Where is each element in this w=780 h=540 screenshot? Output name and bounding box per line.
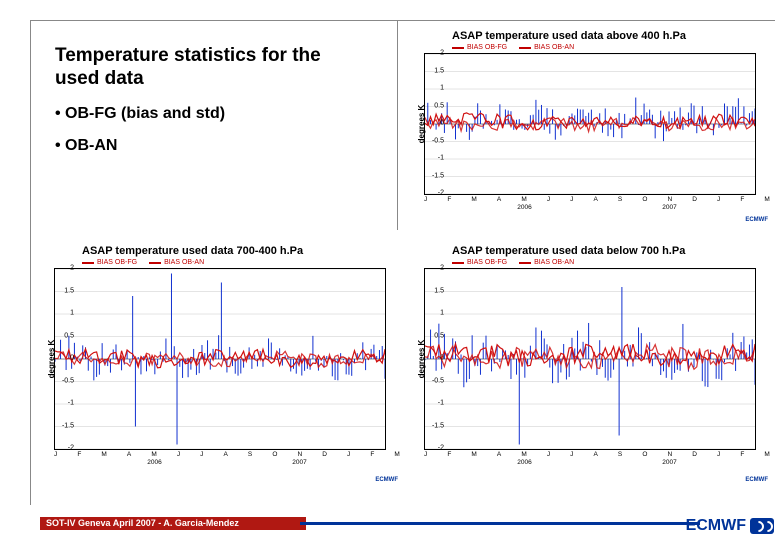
slide-title: Temperature statistics for the used data: [55, 45, 365, 91]
y-tick-labels: -2-1.5-1-0.500.511.52: [422, 268, 446, 450]
y-tick-labels: -2-1.5-1-0.500.511.52: [422, 53, 446, 195]
chart-source-stamp: ECMWF: [745, 217, 768, 223]
plot-area: degrees K-2-1.5-1-0.500.511.52: [424, 53, 766, 195]
plot-svg: [54, 268, 386, 450]
footer-accent-line: [300, 522, 700, 525]
plot-area: degrees K-2-1.5-1-0.500.511.52: [54, 268, 396, 450]
ecmwf-logo: ECMWF: [686, 517, 774, 535]
chart-source-stamp: ECMWF: [745, 477, 768, 483]
plot-area: degrees K-2-1.5-1-0.500.511.52: [424, 268, 766, 450]
chart-legend: BIAS OB-FGBIAS OB-AN: [82, 259, 402, 266]
ecmwf-logo-text: ECMWF: [686, 517, 746, 535]
x-year-labels: 20062007: [402, 203, 772, 211]
x-year-labels: 20062007: [402, 458, 772, 466]
footer: SOT-IV Geneva April 2007 - A. Garcia-Men…: [0, 516, 780, 540]
ecmwf-logo-icon: [750, 518, 774, 534]
chart-title: ASAP temperature used data 700-400 h.Pa: [82, 245, 402, 257]
chart-source-stamp: ECMWF: [375, 477, 398, 483]
chart-legend: BIAS OB-FGBIAS OB-AN: [452, 44, 772, 51]
x-year-labels: 20062007: [32, 458, 402, 466]
y-tick-labels: -2-1.5-1-0.500.511.52: [52, 268, 76, 450]
x-tick-labels: JFMAMJJASONDJFM: [402, 195, 772, 203]
bullet-obfg: • OB-FG (bias and std): [55, 105, 365, 123]
chart-title: ASAP temperature used data below 700 h.P…: [452, 245, 772, 257]
chart-above-400: ASAP temperature used data above 400 h.P…: [402, 30, 772, 225]
chart-legend: BIAS OB-FGBIAS OB-AN: [452, 259, 772, 266]
plot-svg: [424, 53, 756, 195]
chart-700-400: ASAP temperature used data 700-400 h.Pa B…: [32, 245, 402, 485]
chart-below-700: ASAP temperature used data below 700 h.P…: [402, 245, 772, 485]
footer-caption: SOT-IV Geneva April 2007 - A. Garcia-Men…: [40, 517, 306, 530]
plot-svg: [424, 268, 756, 450]
chart-title: ASAP temperature used data above 400 h.P…: [452, 30, 772, 42]
bullet-oban: • OB-AN: [55, 137, 365, 155]
text-block: Temperature statistics for the used data…: [55, 45, 365, 169]
x-tick-labels: JFMAMJJASONDJFM: [32, 450, 402, 458]
vertical-divider: [397, 20, 398, 230]
x-tick-labels: JFMAMJJASONDJFM: [402, 450, 772, 458]
